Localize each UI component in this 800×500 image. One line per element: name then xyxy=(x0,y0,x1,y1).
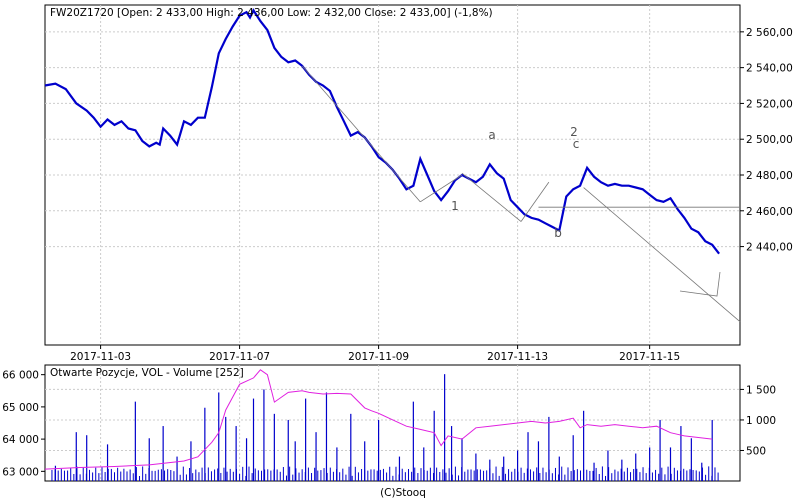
y-tick-label: 2 500,00 xyxy=(746,134,793,146)
x-tick-label: 2017-11-07 xyxy=(209,351,270,363)
volume-chart-title: Otwarte Pozycje, VOL - Volume [252] xyxy=(50,367,244,379)
y-tick-label: 2 560,00 xyxy=(746,27,793,39)
right-axis-label: 1 000 xyxy=(746,415,776,427)
y-tick-label: 2 520,00 xyxy=(746,98,793,110)
left-axis-label: 63 000 xyxy=(2,466,39,478)
x-tick-label: 2017-11-09 xyxy=(348,351,409,363)
wave-label-c: c xyxy=(573,137,580,151)
price-plot-frame xyxy=(44,4,741,346)
wave-trendline xyxy=(583,187,741,323)
wave-label-1: 1 xyxy=(451,199,459,213)
wave-trendline xyxy=(301,65,421,203)
y-tick-label: 2 480,00 xyxy=(746,170,793,182)
x-tick-label: 2017-11-03 xyxy=(70,351,131,363)
price-panel: 2017-11-03 2017-11-07 2017-11-09 2017-11-13… xyxy=(44,4,793,363)
wave-label-b: b xyxy=(554,226,562,240)
open-interest-line xyxy=(44,369,713,470)
projection-arrowhead xyxy=(679,271,721,297)
left-axis-label: 66 000 xyxy=(2,370,39,382)
volume-panel: 63 000 64 000 65 000 66 000 500 1 000 1 500 xyxy=(2,364,776,482)
y-tick-label: 2 460,00 xyxy=(746,206,793,218)
x-tick-label: 2017-11-15 xyxy=(619,351,680,363)
wave-trendline xyxy=(461,172,522,222)
left-axis-label: 65 000 xyxy=(2,402,39,414)
price-chart-title: FW20Z1720 [Open: 2 433,00 High: 2 436,00… xyxy=(50,7,493,19)
y-tick-label: 2 540,00 xyxy=(746,63,793,75)
footer-source: (C)Stooq xyxy=(380,487,426,499)
wave-label-2: 2 xyxy=(570,125,578,139)
volume-plot-frame xyxy=(44,364,741,482)
left-axis-label: 64 000 xyxy=(2,434,39,446)
right-axis-label: 500 xyxy=(746,445,766,457)
x-tick-label: 2017-11-13 xyxy=(487,351,548,363)
price-series-line xyxy=(44,8,720,255)
wave-label-a: a xyxy=(488,128,495,142)
wave-trendline xyxy=(520,181,550,222)
wave-trendline xyxy=(420,174,463,203)
y-tick-label: 2 440,00 xyxy=(746,242,793,254)
right-axis-label: 1 500 xyxy=(746,384,776,396)
